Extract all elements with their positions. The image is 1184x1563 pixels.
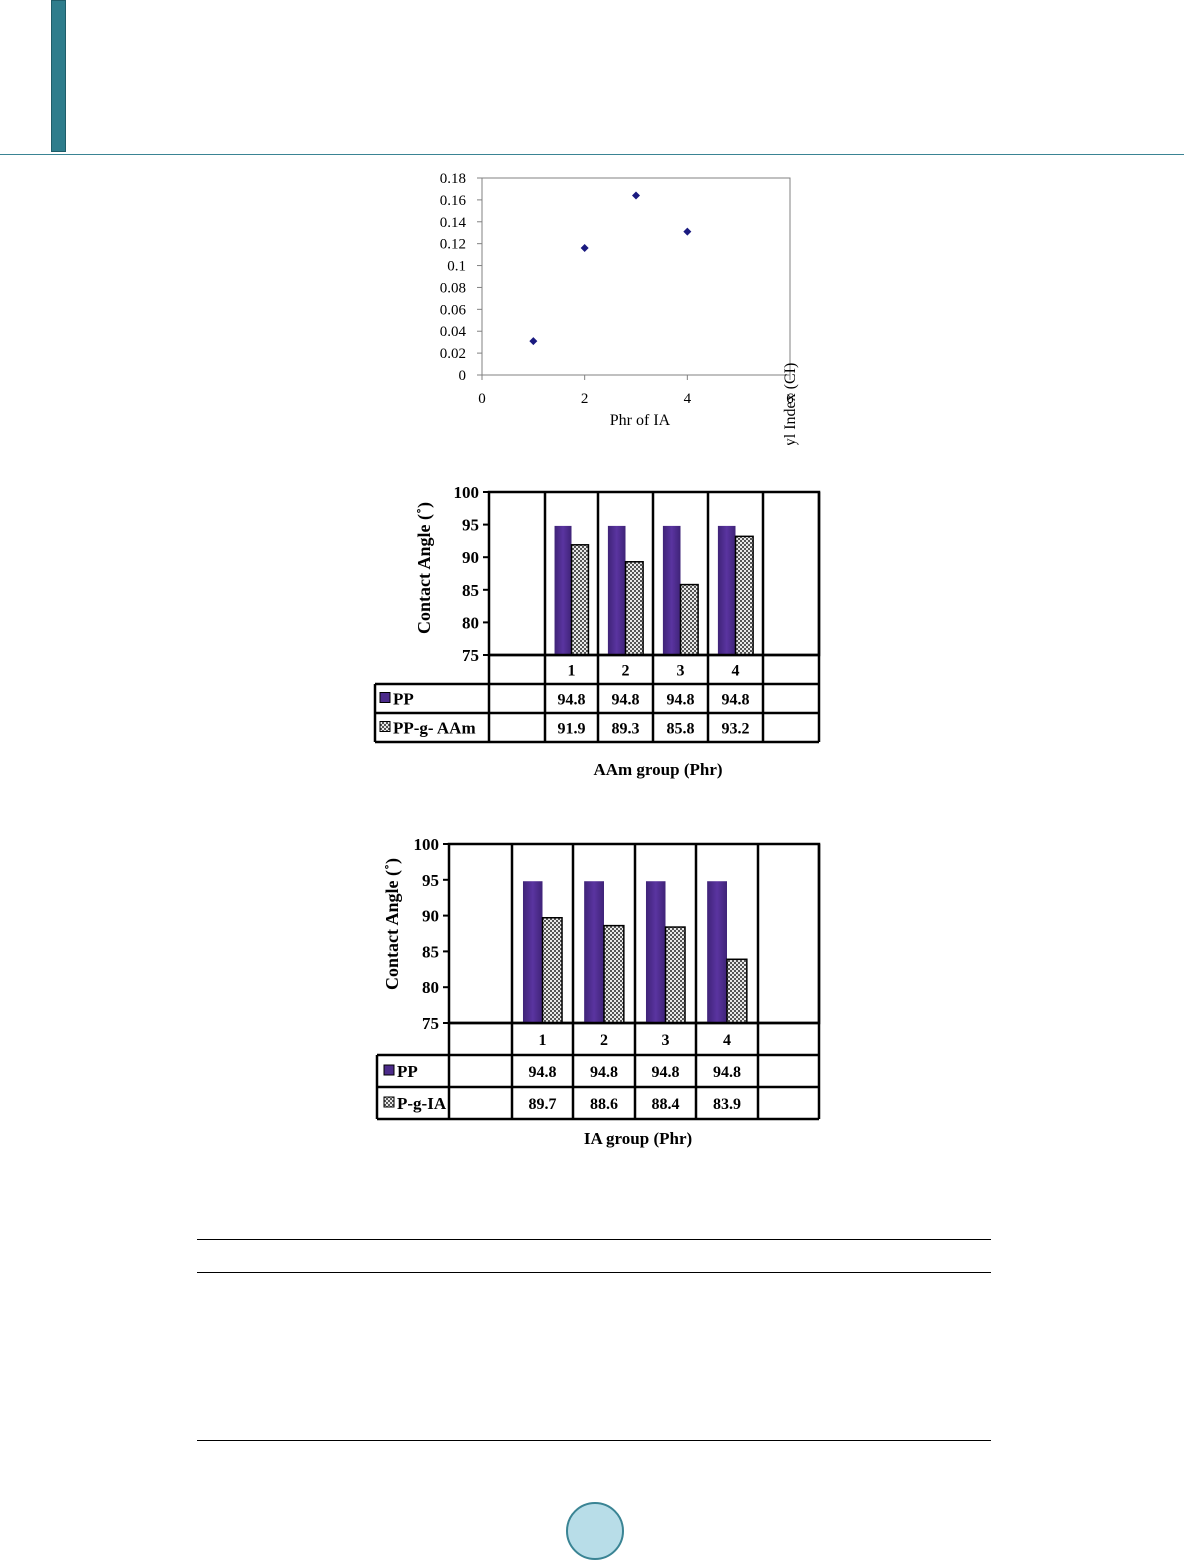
- x-tick-label: 6: [786, 391, 794, 407]
- category-label: 1: [568, 663, 576, 680]
- data-point: [632, 191, 640, 200]
- bar-grafted: [624, 561, 644, 656]
- bar-grafted: [664, 926, 686, 1024]
- data-label: 89.7: [529, 1096, 557, 1113]
- y-tick-label: 0.1: [447, 259, 466, 275]
- y-axis-label: Contact Angle (˚): [382, 858, 403, 990]
- table-top-rule: [197, 1239, 991, 1240]
- legend-label: PP-g- AAm: [393, 719, 476, 738]
- legend-key-pp: [379, 692, 391, 703]
- bar-pp: [662, 525, 681, 655]
- data-label: 94.8: [590, 1064, 618, 1081]
- y-tick-label: 0.14: [440, 215, 467, 231]
- y-tick-label: 100: [454, 483, 480, 502]
- x-tick-label: 2: [581, 391, 589, 407]
- legend-label: P-g-IA: [397, 1094, 447, 1113]
- category-label: 4: [732, 663, 740, 680]
- data-label: 83.9: [713, 1096, 741, 1113]
- bar-grafted: [570, 544, 590, 656]
- y-tick-label: 80: [462, 613, 479, 632]
- y-axis-label: Contact Angle (˚): [414, 502, 435, 634]
- legend-key-grafted: [383, 1096, 395, 1108]
- data-label: 94.8: [529, 1064, 557, 1081]
- y-tick-label: 100: [414, 835, 440, 854]
- ia-contact-angle-chart: 75 80 85 90 95 100 1 2 3 4 PP 94.8 94.8 94.8 94.8 P-g-I…: [372, 832, 824, 1152]
- y-tick-label: 90: [422, 907, 439, 926]
- category-label: 2: [622, 663, 630, 680]
- data-label: 88.4: [652, 1096, 680, 1113]
- legend-label: PP: [393, 690, 414, 709]
- y-tick-label: 80: [422, 978, 439, 997]
- carbonyl-index-scatter-chart: 0 0.02 0.04 0.06 0.08 0.1 0.12 0.14 0.16 0.18 0 2 4 6…: [440, 171, 799, 445]
- y-tick-label: 85: [462, 581, 479, 600]
- y-tick-label: 85: [422, 942, 439, 961]
- x-tick-label: 4: [684, 391, 692, 407]
- category-label: 4: [723, 1032, 731, 1049]
- y-tick-label: 0.16: [440, 193, 467, 209]
- journal-header-bar: [51, 0, 66, 152]
- data-label: 93.2: [722, 721, 750, 738]
- data-label: 94.8: [652, 1064, 680, 1081]
- bar-grafted: [679, 583, 699, 656]
- y-tick-label: 0.08: [440, 280, 466, 296]
- y-tick-label: 0: [459, 368, 467, 384]
- data-point: [580, 244, 589, 253]
- data-label: 94.8: [558, 692, 586, 709]
- data-label: 94.8: [667, 692, 695, 709]
- bar-pp: [554, 525, 572, 655]
- legend-key-grafted: [379, 721, 391, 732]
- bar-pp: [717, 525, 736, 655]
- data-label: 94.8: [722, 692, 750, 709]
- x-tick-label: 0: [478, 391, 486, 407]
- table-bottom-rule: [197, 1440, 991, 1441]
- category-label: 3: [662, 1032, 670, 1049]
- y-tick-label: 95: [422, 871, 439, 890]
- data-point: [529, 337, 538, 346]
- plot-area: [481, 177, 791, 376]
- data-label: 85.8: [667, 721, 695, 738]
- data-label: 88.6: [590, 1096, 618, 1113]
- y-axis-label: Carbonyl Index (CI): [782, 363, 799, 445]
- bar-pp: [607, 525, 626, 655]
- bar-pp: [522, 881, 543, 1023]
- table-header-rule: [197, 1272, 991, 1273]
- category-label: 2: [600, 1032, 608, 1049]
- category-label: 1: [539, 1032, 547, 1049]
- legend-label: PP: [397, 1062, 418, 1081]
- bar-grafted: [726, 958, 748, 1024]
- bar-grafted: [603, 924, 625, 1024]
- x-axis-label: AAm group (Phr): [593, 760, 722, 779]
- bar-grafted: [734, 535, 754, 656]
- y-tick-label: 0.12: [440, 237, 466, 253]
- data-label: 91.9: [558, 721, 586, 738]
- bar-pp: [645, 881, 666, 1023]
- bar-pp: [584, 881, 604, 1023]
- data-label: 94.8: [612, 692, 640, 709]
- y-tick-label: 90: [462, 548, 479, 567]
- bar-pp: [707, 881, 727, 1023]
- y-tick-label: 0.04: [440, 324, 467, 340]
- y-tick-label: 75: [462, 646, 479, 665]
- y-tick-label: 0.02: [440, 346, 466, 362]
- header-rule: [0, 154, 1184, 155]
- y-tick-label: 75: [422, 1014, 439, 1033]
- data-label: 94.8: [713, 1064, 741, 1081]
- y-tick-label: 95: [462, 516, 479, 535]
- legend-key-pp: [383, 1064, 395, 1076]
- data-point: [683, 227, 692, 236]
- x-axis-label: IA group (Phr): [584, 1129, 692, 1148]
- x-axis-label: Phr of IA: [610, 412, 671, 429]
- page-number-badge: [566, 1502, 624, 1560]
- y-tick-label: 0.06: [440, 302, 467, 318]
- category-label: 3: [677, 663, 685, 680]
- bar-grafted: [541, 916, 563, 1024]
- y-tick-label: 0.18: [440, 171, 466, 187]
- data-label: 89.3: [612, 721, 640, 738]
- aam-contact-angle-chart: 75 80 85 90 95 100 1 2 3 4 PP 94.8 94.8 94.8 94.8 PP-g-…: [372, 480, 824, 780]
